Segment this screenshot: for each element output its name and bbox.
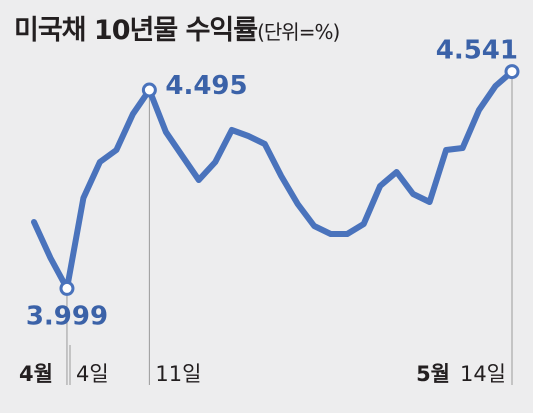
x-axis-labels: 4월 4일 11일 14일 5월 [19, 345, 506, 386]
value-labels: 3.999 4.495 4.541 [26, 36, 518, 332]
value-label-0: 3.999 [26, 301, 108, 331]
highlight-markers [59, 64, 520, 296]
chart-title-text: 미국채 10년물 수익률 [14, 15, 258, 46]
value-label-2: 4.541 [436, 36, 518, 66]
unit-label: (단위=%) [257, 20, 340, 44]
x-day-label-0: 4일 [76, 362, 109, 386]
x-month-label-0: 4월 [19, 362, 53, 386]
x-month-label-2: 5월 [416, 362, 450, 386]
value-label-1: 4.495 [165, 71, 247, 101]
highlight-marker-1 [141, 82, 157, 98]
highlight-marker-2 [504, 64, 520, 80]
x-day-label-1: 11일 [155, 362, 201, 386]
highlight-marker-0 [59, 280, 75, 296]
x-day-label-2: 14일 [460, 362, 506, 386]
guide-lines [66, 71, 513, 385]
chart-title: 미국채 10년물 수익률(단위=%) [14, 8, 340, 47]
yield-series-line [31, 68, 515, 292]
